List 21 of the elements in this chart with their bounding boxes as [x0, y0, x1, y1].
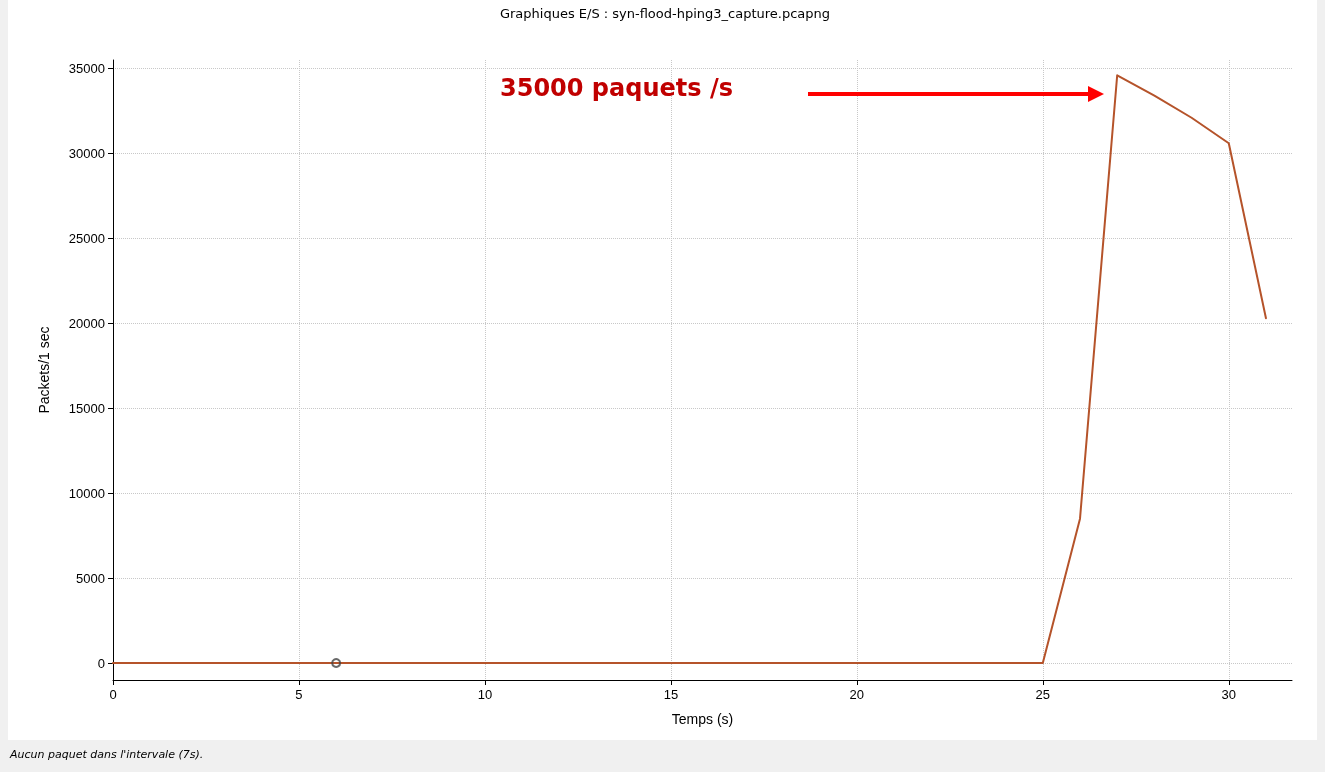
x-tick-label: 0	[109, 687, 117, 702]
x-tick-label: 10	[477, 687, 493, 702]
x-tick-label: 5	[295, 687, 303, 702]
annotation: 35000 paquets /s	[500, 74, 733, 102]
y-tick-label: 30000	[68, 145, 105, 161]
text: Aucun paquet dans l'intervale (7s).	[10, 748, 204, 761]
y-tick-label: 5000	[76, 570, 105, 586]
chart-title: Graphiques E/S : syn-flood-hping3_capture.pcapng	[499, 6, 831, 21]
x-tick-label: 15	[663, 687, 679, 702]
y-tick-label: 35000	[68, 60, 105, 76]
y-tick-label: 25000	[68, 230, 105, 246]
x-axis-title: Temps (s)	[671, 711, 734, 727]
y-tick-label: 15000	[68, 400, 105, 416]
y-tick-label: 0	[97, 655, 105, 671]
y-tick-label: 10000	[68, 485, 105, 501]
y-tick-label: 20000	[68, 315, 105, 331]
line-series	[112, 74, 1267, 665]
y-axis-title: Packets/1 sec	[36, 326, 52, 414]
x-tick-label: 30	[1221, 687, 1237, 702]
x-tick-label: 20	[849, 687, 865, 702]
x-tick-label: 25	[1035, 687, 1051, 702]
